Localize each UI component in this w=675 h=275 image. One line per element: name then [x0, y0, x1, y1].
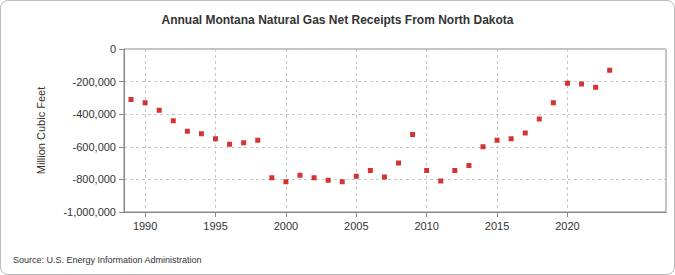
svg-text:2000: 2000	[274, 220, 298, 232]
svg-text:-1,000,000: -1,000,000	[63, 206, 116, 218]
svg-text:Annual Montana Natural Gas Net: Annual Montana Natural Gas Net Receipts …	[161, 13, 513, 27]
svg-text:1990: 1990	[133, 220, 157, 232]
svg-text:2020: 2020	[555, 220, 579, 232]
svg-text:-800,000: -800,000	[73, 173, 116, 185]
svg-text:2010: 2010	[414, 220, 438, 232]
svg-text:2015: 2015	[485, 220, 509, 232]
svg-text:Million Cubic Feet: Million Cubic Feet	[35, 87, 47, 174]
svg-text:-200,000: -200,000	[73, 76, 116, 88]
svg-text:1995: 1995	[203, 220, 227, 232]
svg-text:Source: U.S. Energy Informatio: Source: U.S. Energy Information Administ…	[13, 255, 202, 265]
svg-text:0: 0	[110, 43, 116, 55]
svg-text:-400,000: -400,000	[73, 108, 116, 120]
svg-text:2005: 2005	[344, 220, 368, 232]
svg-text:-600,000: -600,000	[73, 141, 116, 153]
